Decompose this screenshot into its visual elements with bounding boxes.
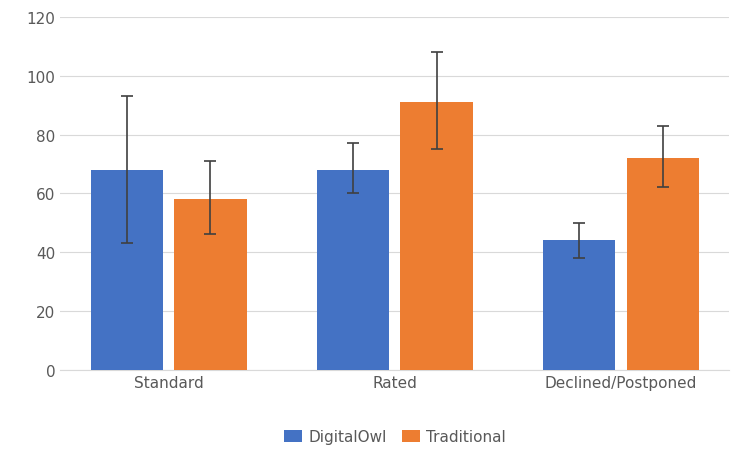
Bar (626, 159, 699, 370)
Bar (90, 170, 163, 370)
Bar (317, 170, 389, 370)
Bar (174, 200, 247, 370)
Bar (543, 241, 615, 370)
Bar (401, 103, 473, 370)
Legend: DigitalOwl, Traditional: DigitalOwl, Traditional (277, 423, 512, 451)
